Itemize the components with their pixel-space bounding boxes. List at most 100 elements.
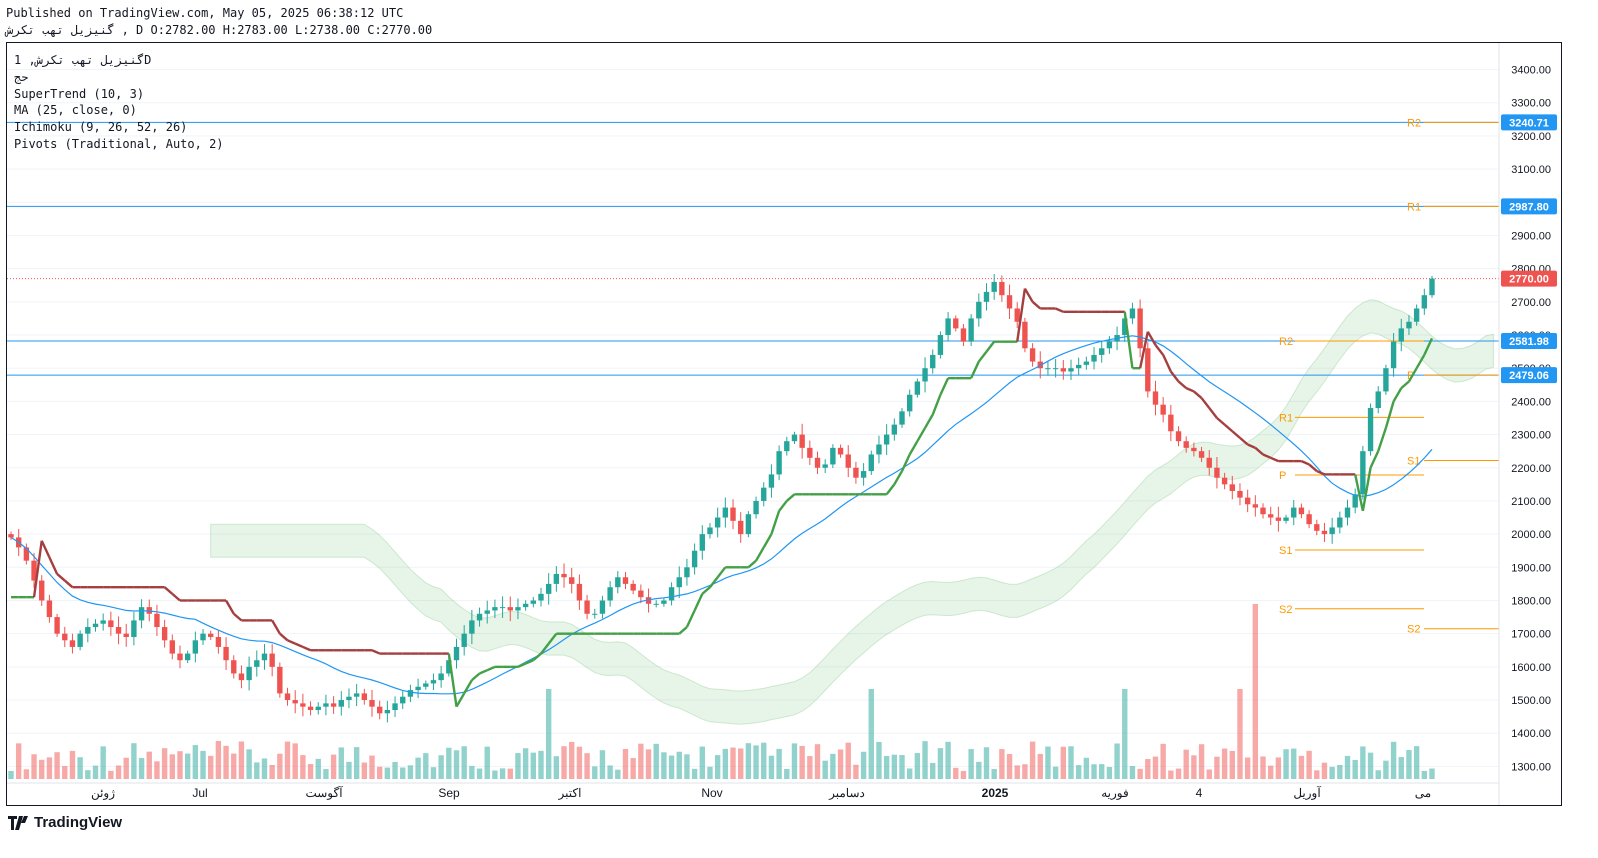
- candle-body: [1068, 368, 1074, 372]
- volume-bar: [684, 754, 690, 779]
- volume-bar: [377, 766, 383, 779]
- volume-bar: [569, 741, 575, 779]
- candle-body: [1413, 308, 1420, 322]
- volume-bar: [1406, 749, 1412, 779]
- legend-supertrend[interactable]: SuperTrend (10, 3): [14, 86, 145, 101]
- candle-body: [415, 686, 421, 691]
- candle-body: [1075, 364, 1082, 369]
- candle-body: [991, 281, 997, 292]
- volume-bar: [123, 757, 129, 779]
- volume-bar: [976, 761, 982, 779]
- candle-body: [960, 328, 967, 342]
- volume-bar: [906, 768, 913, 779]
- candle-body: [138, 607, 145, 621]
- y-tick-label: 2100.00: [1511, 496, 1551, 508]
- tradingview-brand[interactable]: TradingView: [8, 814, 122, 831]
- candle-body: [569, 577, 575, 584]
- candle-body: [983, 291, 990, 302]
- supertrend-segment: [908, 440, 919, 456]
- candle-body: [999, 281, 1005, 296]
- legend-ichimoku[interactable]: Ichimoku (9, 26, 52, 26): [14, 120, 188, 135]
- volume-bar: [668, 755, 675, 779]
- volume-bar: [1106, 766, 1113, 779]
- supertrend-segment: [1177, 380, 1187, 390]
- volume-bar: [607, 765, 613, 779]
- volume-bar: [369, 755, 375, 779]
- ichimoku-cloud-area: [210, 299, 1494, 725]
- candle-body: [914, 381, 921, 395]
- price-chart[interactable]: R2R1PS1S2R2R1PS1S2 3400.003300.003200.00…: [7, 43, 1561, 805]
- volume-bar: [415, 757, 421, 779]
- price-tag[interactable]: [1501, 332, 1557, 349]
- chart-frame[interactable]: R2R1PS1S2R2R1PS1S2 3400.003300.003200.00…: [6, 42, 1562, 806]
- candle-body: [1352, 494, 1358, 508]
- price-tag-label: 2479.06: [1509, 370, 1549, 382]
- candle-body: [115, 627, 122, 634]
- volume-bar: [131, 743, 137, 779]
- volume-bar: [1344, 755, 1351, 779]
- price-tag[interactable]: [1501, 114, 1557, 131]
- candle-body: [661, 600, 667, 604]
- volume-bar: [400, 767, 406, 779]
- volume-bar: [469, 765, 475, 779]
- supertrend-segment: [1023, 287, 1034, 303]
- price-tag[interactable]: [1501, 198, 1557, 215]
- supertrend-segment: [32, 540, 43, 598]
- supertrend-segment: [893, 470, 904, 485]
- legend-ma[interactable]: MA (25, close, 0): [14, 103, 137, 118]
- candle-body: [361, 693, 368, 701]
- legend-volume[interactable]: حج: [14, 69, 29, 84]
- volume-bar: [1068, 746, 1074, 779]
- volume-bar: [1168, 770, 1174, 779]
- candle-body: [922, 368, 928, 382]
- candle-body: [177, 653, 183, 661]
- candle-body: [1206, 457, 1212, 468]
- candle-body: [899, 411, 905, 425]
- supertrend-segment: [1146, 331, 1157, 346]
- candle-body: [1398, 328, 1404, 342]
- candle-body: [1183, 441, 1189, 448]
- volume-bar: [261, 758, 268, 779]
- legend-symbol[interactable]: گنیزیل تهب تکرش, 1D: [14, 53, 152, 67]
- candle-body: [814, 457, 821, 468]
- volume-bar: [814, 744, 821, 779]
- y-tick-label: 2700.00: [1511, 297, 1551, 309]
- volume-bar: [1275, 757, 1282, 779]
- candle-body: [1291, 507, 1297, 518]
- candle-body: [54, 617, 60, 634]
- candle-body: [684, 567, 690, 578]
- legend-pivots[interactable]: Pivots (Traditional, Auto, 2): [14, 136, 224, 151]
- candle-body: [284, 693, 291, 701]
- volume-bar: [161, 748, 168, 779]
- volume-bar: [484, 746, 490, 779]
- candle-body: [607, 587, 613, 601]
- price-tag[interactable]: [1501, 270, 1557, 287]
- candle-body: [39, 580, 45, 601]
- candle-body: [484, 610, 490, 614]
- candle-body: [830, 447, 836, 465]
- volume-bar: [1075, 765, 1082, 779]
- supertrend-segment: [770, 510, 781, 535]
- candle-body: [738, 520, 744, 535]
- supertrend-segment: [1162, 354, 1172, 373]
- candle-body: [1237, 490, 1243, 498]
- y-tick-label: 2000.00: [1511, 529, 1551, 541]
- supertrend-segment: [455, 692, 466, 708]
- volume-bar: [231, 753, 237, 779]
- volume-bar: [1352, 760, 1358, 779]
- volume-bar: [945, 741, 951, 779]
- volume-bar: [753, 745, 759, 779]
- supertrend-segment: [447, 653, 458, 707]
- supertrend-segment: [916, 427, 927, 442]
- price-tag[interactable]: [1501, 367, 1557, 384]
- candle-body: [1429, 278, 1435, 296]
- volume-bar: [307, 764, 314, 779]
- candle-body: [592, 613, 598, 615]
- volume-bar: [507, 768, 513, 779]
- volume-bar: [1321, 762, 1328, 779]
- volume-bar: [768, 755, 775, 779]
- candle-body: [231, 660, 237, 674]
- volume-bar: [407, 765, 414, 779]
- candle-body: [891, 424, 898, 435]
- candle-body: [254, 660, 260, 667]
